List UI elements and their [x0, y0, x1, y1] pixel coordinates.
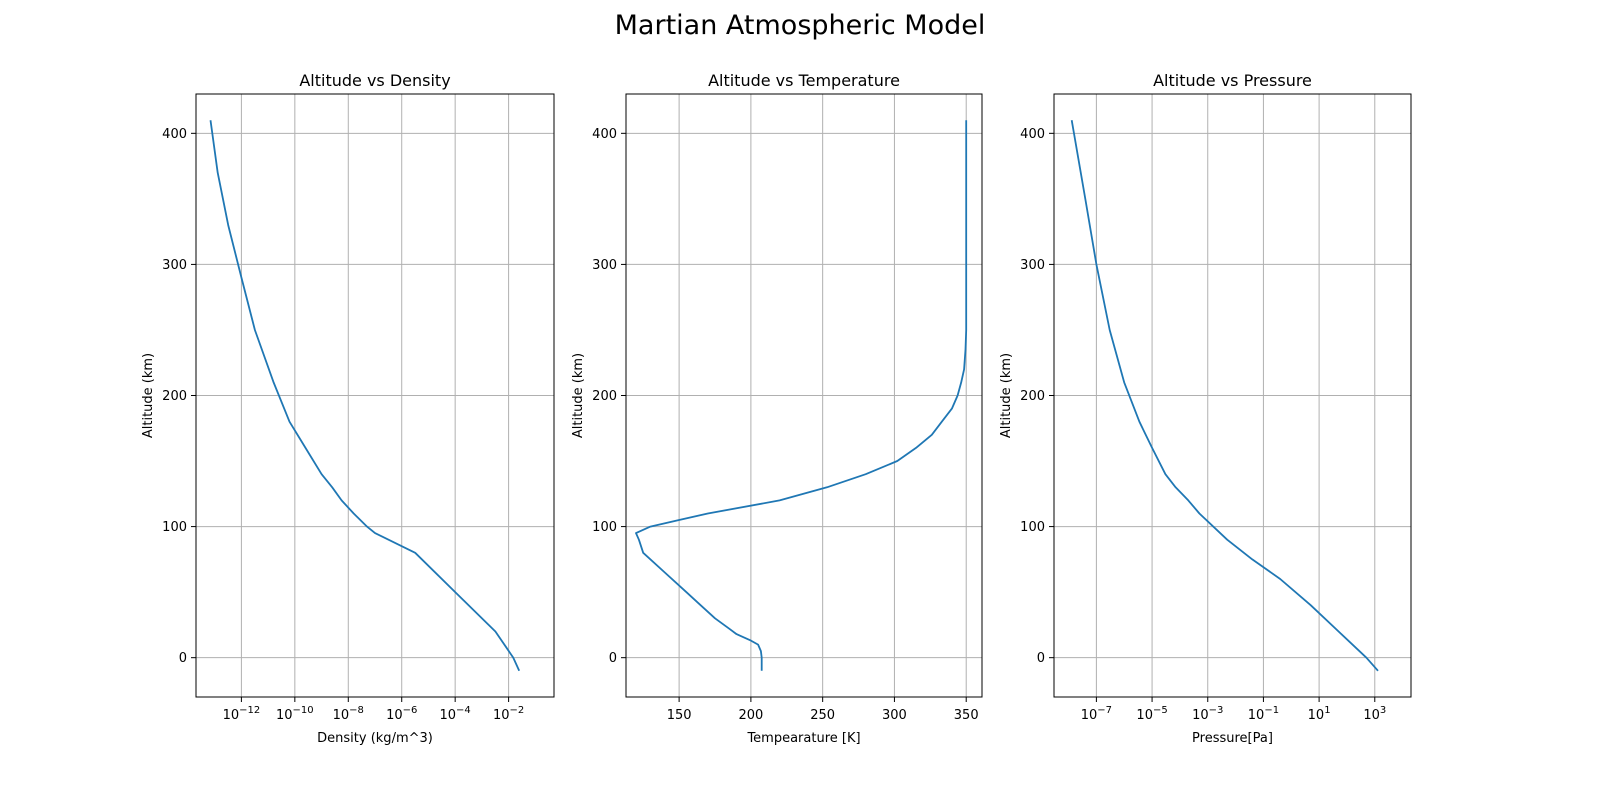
x-tick-label-exp: −12	[239, 705, 260, 716]
x-tick-label-exp: −5	[1153, 705, 1168, 716]
x-tick-label-exp: 1	[1324, 705, 1330, 716]
x-tick-label-exp: −4	[456, 705, 471, 716]
x-tick-label-exp: −8	[349, 705, 364, 716]
x-tick-label-exp: 3	[1380, 705, 1386, 716]
x-tick-label-base: 10	[276, 708, 293, 723]
chart-title: Altitude vs Density	[299, 71, 450, 90]
x-axis-label: Density (kg/m^3)	[317, 731, 433, 746]
series-line	[1070, 120, 1379, 672]
x-tick-label: 10−3	[1192, 705, 1223, 723]
y-tick-label: 200	[1020, 389, 1045, 404]
x-tick-label-base: 10	[1192, 708, 1209, 723]
y-tick-label: 0	[1037, 651, 1045, 666]
x-tick-label-exp: −3	[1209, 705, 1224, 716]
x-tick-label-exp: −7	[1097, 705, 1112, 716]
x-tick-label-exp: −1	[1264, 705, 1279, 716]
chart-title: Altitude vs Temperature	[708, 71, 900, 90]
y-axis-label: Altitude (km)	[141, 353, 156, 438]
x-tick-label: 10−5	[1136, 705, 1167, 723]
x-tick-label-base: 10	[1308, 708, 1325, 723]
x-tick-label-base: 10	[333, 708, 350, 723]
x-tick-label-base: 10	[1248, 708, 1265, 723]
y-tick-label: 200	[592, 389, 617, 404]
chart-pressure: Altitude vs Pressure Pressure[Pa] Altitu…	[999, 71, 1412, 746]
y-tick-label: 300	[1020, 258, 1045, 273]
x-tick-label: 200	[738, 708, 763, 723]
x-tick-label: 10−4	[440, 705, 471, 723]
x-tick-label: 250	[810, 708, 835, 723]
x-tick-label: 10−1	[1248, 705, 1279, 723]
x-tick-label: 10−12	[223, 705, 261, 723]
x-tick-label: 10−8	[333, 705, 364, 723]
x-axis-label: Pressure[Pa]	[1192, 731, 1273, 746]
x-tick-label: 350	[954, 708, 979, 723]
y-tick-label: 400	[162, 127, 187, 142]
y-tick-label: 300	[592, 258, 617, 273]
y-axis-label: Altitude (km)	[571, 353, 586, 438]
x-tick-label: 101	[1308, 705, 1331, 723]
x-tick-label: 10−6	[386, 705, 417, 723]
x-tick-label-base: 10	[440, 708, 457, 723]
figure-title: Martian Atmospheric Model	[614, 10, 986, 41]
y-tick-label: 0	[609, 651, 617, 666]
chart-density: Altitude vs Density Density (kg/m^3) Alt…	[141, 71, 555, 746]
x-tick-label-exp: −6	[403, 705, 418, 716]
x-tick-label-exp: −10	[293, 705, 314, 716]
series-line	[209, 120, 521, 672]
x-tick-label-base: 10	[1363, 708, 1380, 723]
x-axis-label: Tempearature [K]	[746, 731, 860, 746]
y-tick-label: 100	[162, 520, 187, 535]
x-tick-label-exp: −2	[510, 705, 525, 716]
x-tick-label-base: 10	[386, 708, 403, 723]
chart-temperature: Altitude vs Temperature Tempearature [K]…	[571, 71, 983, 746]
x-tick-label: 103	[1363, 705, 1386, 723]
x-tick-label: 300	[882, 708, 907, 723]
x-tick-label: 10−10	[276, 705, 314, 723]
x-tick-label-base: 10	[1081, 708, 1098, 723]
x-tick-label: 150	[667, 708, 692, 723]
chart-title: Altitude vs Pressure	[1153, 71, 1312, 90]
series-line	[635, 120, 968, 671]
y-tick-label: 100	[592, 520, 617, 535]
x-tick-label-base: 10	[223, 708, 240, 723]
x-tick-label-base: 10	[493, 708, 510, 723]
y-tick-label: 400	[1020, 127, 1045, 142]
x-tick-label: 10−2	[493, 705, 524, 723]
y-tick-label: 0	[179, 651, 187, 666]
x-tick-label: 10−7	[1081, 705, 1112, 723]
y-axis-label: Altitude (km)	[999, 353, 1014, 438]
x-tick-label-base: 10	[1136, 708, 1153, 723]
y-tick-label: 100	[1020, 520, 1045, 535]
y-tick-label: 400	[592, 127, 617, 142]
y-tick-label: 300	[162, 258, 187, 273]
y-tick-label: 200	[162, 389, 187, 404]
